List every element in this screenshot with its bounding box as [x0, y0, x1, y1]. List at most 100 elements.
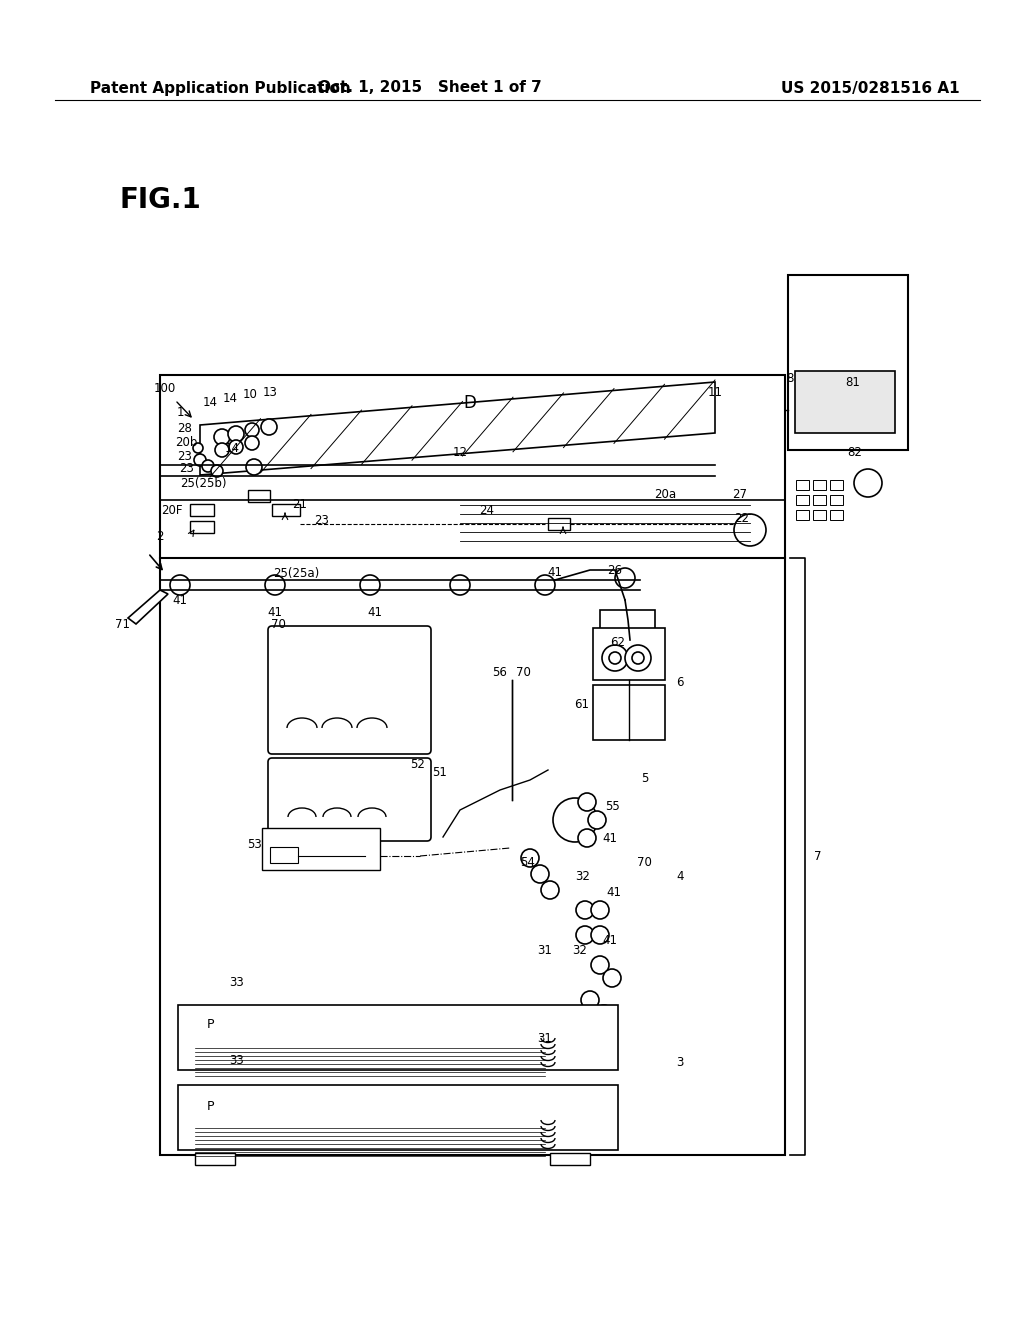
Text: D: D	[464, 393, 476, 412]
Bar	[270, 847, 298, 863]
Text: 41: 41	[172, 594, 187, 606]
Circle shape	[625, 645, 651, 671]
Polygon shape	[128, 590, 168, 624]
Circle shape	[581, 991, 599, 1008]
Circle shape	[591, 927, 609, 944]
Bar	[788, 275, 908, 450]
Text: 70: 70	[515, 665, 530, 678]
Bar	[593, 628, 665, 680]
Circle shape	[602, 645, 628, 671]
Circle shape	[261, 418, 278, 436]
Text: 14: 14	[203, 396, 217, 408]
Text: 41: 41	[368, 606, 383, 619]
Circle shape	[591, 956, 609, 974]
Circle shape	[521, 849, 539, 867]
Text: 3: 3	[676, 1056, 684, 1069]
Text: 100: 100	[154, 381, 176, 395]
Circle shape	[632, 652, 644, 664]
Text: 6: 6	[676, 676, 684, 689]
Text: 27: 27	[732, 488, 748, 502]
Text: 32: 32	[575, 870, 591, 883]
Text: Patent Application Publication: Patent Application Publication	[90, 81, 351, 95]
Text: 1: 1	[176, 405, 183, 418]
FancyBboxPatch shape	[268, 626, 431, 754]
Circle shape	[360, 576, 380, 595]
Text: 20F: 20F	[161, 503, 182, 516]
Text: 31: 31	[538, 1031, 552, 1044]
Text: 5: 5	[641, 771, 648, 784]
Text: 51: 51	[432, 767, 447, 780]
Circle shape	[211, 465, 223, 477]
Circle shape	[194, 454, 206, 466]
Circle shape	[609, 652, 621, 664]
Circle shape	[531, 865, 549, 883]
Circle shape	[578, 829, 596, 847]
Circle shape	[450, 576, 470, 595]
Circle shape	[603, 969, 621, 987]
Text: 11: 11	[708, 387, 723, 400]
Bar	[548, 517, 570, 531]
Text: 32: 32	[572, 944, 588, 957]
Circle shape	[265, 576, 285, 595]
Circle shape	[245, 422, 259, 437]
Text: 33: 33	[229, 975, 245, 989]
Text: 14: 14	[222, 392, 238, 404]
Text: Oct. 1, 2015   Sheet 1 of 7: Oct. 1, 2015 Sheet 1 of 7	[318, 81, 542, 95]
Circle shape	[588, 810, 606, 829]
Circle shape	[575, 927, 594, 944]
Circle shape	[170, 576, 190, 595]
Text: 55: 55	[605, 800, 621, 813]
Text: 23: 23	[177, 450, 193, 462]
Bar	[262, 828, 380, 870]
Bar	[813, 510, 826, 520]
Bar	[795, 371, 895, 433]
Text: 41: 41	[602, 933, 617, 946]
Text: 25(25b): 25(25b)	[180, 477, 226, 490]
Text: 41: 41	[602, 832, 617, 845]
Text: 23: 23	[179, 462, 195, 474]
Text: 10: 10	[243, 388, 257, 401]
Text: 20a: 20a	[654, 488, 676, 502]
Bar	[593, 685, 665, 741]
Text: 61: 61	[574, 698, 590, 711]
Bar	[272, 504, 300, 516]
Circle shape	[591, 902, 609, 919]
Bar	[830, 510, 843, 520]
Bar	[796, 495, 809, 506]
Text: 26: 26	[607, 564, 623, 577]
Text: 23: 23	[314, 515, 330, 528]
Text: 8: 8	[786, 371, 794, 384]
Text: 20b: 20b	[175, 437, 198, 450]
Circle shape	[202, 459, 214, 473]
Circle shape	[535, 576, 555, 595]
Circle shape	[578, 793, 596, 810]
Text: 70: 70	[637, 855, 651, 869]
Text: 33: 33	[229, 1053, 245, 1067]
Text: 81: 81	[846, 376, 860, 389]
Text: 41: 41	[267, 606, 283, 619]
Text: 21: 21	[293, 498, 307, 511]
Circle shape	[854, 469, 882, 498]
Text: 24: 24	[479, 503, 495, 516]
Text: 62: 62	[610, 636, 626, 649]
Text: US 2015/0281516 A1: US 2015/0281516 A1	[780, 81, 959, 95]
Text: FIG.1: FIG.1	[120, 186, 202, 214]
Circle shape	[595, 1005, 613, 1023]
Text: 28: 28	[177, 421, 193, 434]
Text: 7: 7	[814, 850, 821, 863]
Text: 41: 41	[606, 886, 622, 899]
Bar	[830, 480, 843, 490]
Text: 54: 54	[520, 855, 536, 869]
Bar	[190, 504, 214, 516]
Text: P: P	[206, 1101, 214, 1114]
Bar	[160, 375, 785, 1155]
Circle shape	[228, 426, 244, 442]
Text: 41: 41	[548, 565, 562, 578]
Bar	[178, 1085, 618, 1150]
Circle shape	[734, 513, 766, 546]
Circle shape	[215, 444, 229, 457]
Text: 82: 82	[848, 446, 862, 459]
Bar	[190, 521, 214, 533]
Circle shape	[615, 568, 635, 587]
Bar	[248, 490, 270, 502]
